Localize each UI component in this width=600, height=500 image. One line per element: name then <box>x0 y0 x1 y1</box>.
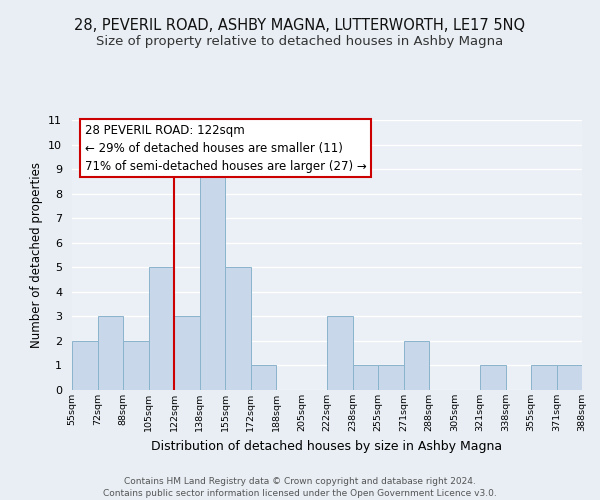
Bar <box>378 366 404 390</box>
Bar <box>174 316 199 390</box>
Text: 28, PEVERIL ROAD, ASHBY MAGNA, LUTTERWORTH, LE17 5NQ: 28, PEVERIL ROAD, ASHBY MAGNA, LUTTERWOR… <box>74 18 526 32</box>
Bar <box>531 366 557 390</box>
Bar <box>353 366 378 390</box>
Bar <box>251 366 276 390</box>
Bar <box>149 268 174 390</box>
X-axis label: Distribution of detached houses by size in Ashby Magna: Distribution of detached houses by size … <box>151 440 503 452</box>
Bar <box>199 169 225 390</box>
Y-axis label: Number of detached properties: Number of detached properties <box>30 162 43 348</box>
Bar <box>480 366 505 390</box>
Text: Contains HM Land Registry data © Crown copyright and database right 2024.
Contai: Contains HM Land Registry data © Crown c… <box>103 476 497 498</box>
Bar <box>123 341 149 390</box>
Bar <box>72 341 97 390</box>
Text: 28 PEVERIL ROAD: 122sqm
← 29% of detached houses are smaller (11)
71% of semi-de: 28 PEVERIL ROAD: 122sqm ← 29% of detache… <box>85 124 367 172</box>
Bar <box>327 316 353 390</box>
Bar <box>404 341 429 390</box>
Text: Size of property relative to detached houses in Ashby Magna: Size of property relative to detached ho… <box>97 35 503 48</box>
Bar <box>225 268 251 390</box>
Bar <box>557 366 582 390</box>
Bar <box>97 316 123 390</box>
